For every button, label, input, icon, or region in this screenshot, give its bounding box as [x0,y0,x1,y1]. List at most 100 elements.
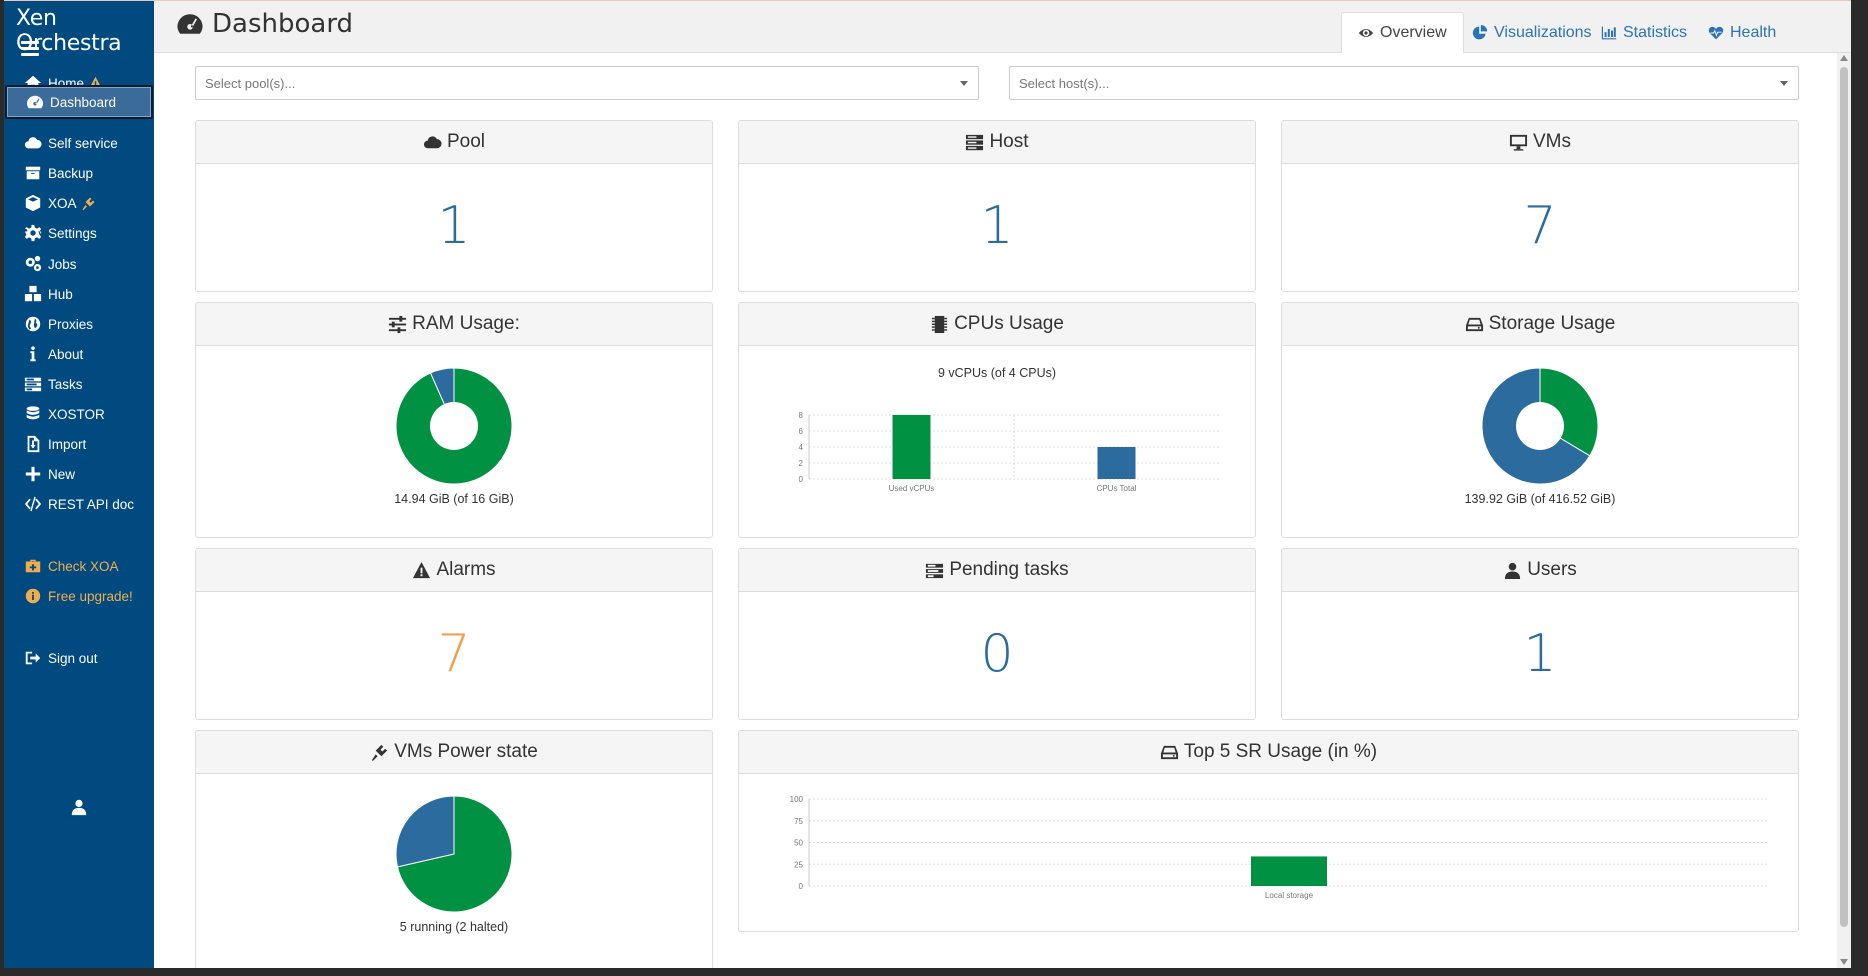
sidebar-item-label: About [48,346,84,362]
microchip-icon [931,315,948,333]
card-pending-tasks: Pending tasks 0 [738,548,1256,720]
tab-label: Visualizations [1494,23,1592,41]
sidebar-item-rest-api-doc[interactable]: REST API doc [5,487,153,521]
card-header: VMs Power state [196,731,712,774]
sr-tick-label: 25 [794,860,803,869]
cpu-tick-label: 0 [799,475,804,484]
code-icon [22,495,44,513]
user-icon[interactable] [70,798,88,816]
gears-icon [22,255,44,273]
plug-unplugged-icon [81,196,96,211]
scroll-up-arrow-icon[interactable] [1840,55,1848,61]
card-header: VMs [1282,121,1798,164]
tab-statistics[interactable]: Statistics [1585,12,1703,53]
tasks-icon [926,563,944,578]
card-alarms: Alarms 7 [195,548,713,720]
card-header: Storage Usage [1282,303,1798,346]
cloud-icon [423,135,442,148]
hamburger-menu-icon[interactable] [21,41,39,57]
card-header: Host [739,121,1255,164]
cpu-category-label: CPUs Total [1097,484,1137,493]
sr-bar[interactable] [1251,856,1327,886]
brand-logo-text[interactable]: Xen Orchestra [16,6,122,56]
cpu-bar[interactable] [1097,447,1136,479]
scroll-down-arrow-icon[interactable] [1840,959,1848,965]
dashboard-icon [177,14,203,34]
card-title: Host [989,131,1029,152]
info-icon [22,345,44,363]
host-count[interactable]: 1 [980,196,1014,256]
sidebar-item-backup[interactable]: Backup [5,156,153,190]
main-content: Dashboard Overview Visualizations Statis… [154,1,1851,968]
sidebar-item-jobs[interactable]: Jobs [5,247,153,281]
cpu-tick-label: 8 [799,411,804,420]
card-header: Pool [196,121,712,164]
cloud-icon [22,134,44,152]
sr-tick-label: 100 [790,795,804,804]
sidebar-item-label: XOSTOR [48,406,105,422]
top-sr-bar-chart[interactable]: 0 25 50 75 100 Local storage [769,787,1779,917]
globe-icon [22,315,44,333]
sidebar-item-label: Check XOA [48,558,119,574]
sidebar-item-new[interactable]: New [5,457,153,491]
power-slice-1[interactable] [395,795,455,868]
sidebar-item-hub[interactable]: Hub [5,277,153,311]
ram-hole [430,402,478,450]
sidebar: Xen Orchestra Home Dashboard Self servic… [4,1,154,968]
sidebar-item-dashboard[interactable]: Dashboard [5,85,153,119]
sign-out-icon [22,649,44,667]
sidebar-item-label: Import [48,436,87,452]
sidebar-item-tasks[interactable]: Tasks [5,367,153,401]
sidebar-item-import[interactable]: Import [5,427,153,461]
sidebar-item-xoa[interactable]: XOA [5,186,153,220]
host-select[interactable]: Select host(s)... [1009,66,1799,100]
sidebar-item-label: Proxies [48,316,94,332]
sidebar-item-sign-out[interactable]: Sign out [5,641,153,675]
plug-icon [372,744,388,761]
power-caption: 5 running (2 halted) [399,920,509,934]
users-count[interactable]: 1 [1523,624,1557,684]
sr-tick-label: 75 [794,817,803,826]
card-header: CPUs Usage [739,303,1255,346]
sidebar-item-label: Sign out [48,650,98,666]
sidebar-item-about[interactable]: About [5,337,153,371]
sidebar-item-xostor[interactable]: XOSTOR [5,397,153,431]
file-import-icon [22,435,44,453]
tab-label: Overview [1380,24,1447,41]
chevron-down-icon [1780,81,1788,86]
tab-visualizations[interactable]: Visualizations [1456,12,1608,53]
database-icon [22,405,44,423]
vertical-scrollbar[interactable] [1837,53,1851,968]
scroll-thumb[interactable] [1840,67,1848,927]
sidebar-item-settings[interactable]: Settings [5,216,153,250]
tab-health[interactable]: Health [1692,12,1792,53]
cpu-bar[interactable] [892,415,931,479]
server-icon [966,134,984,150]
ram-caption: 14.94 GiB (of 16 GiB) [394,492,514,506]
card-header: Users [1282,549,1798,592]
page-title: Dashboard [176,9,353,39]
plus-icon [22,465,44,483]
alarms-count[interactable]: 7 [437,624,471,684]
storage-donut-chart[interactable] [1480,366,1600,486]
card-ram-usage: RAM Usage: 14.94 GiB (of 16 GiB) [195,302,713,538]
eye-icon [1358,29,1374,37]
tab-overview[interactable]: Overview [1341,12,1464,53]
sidebar-item-self-service[interactable]: Self service [5,126,153,160]
pool-select[interactable]: Select pool(s)... [195,66,979,100]
sidebar-item-check-xoa[interactable]: Check XOA [5,549,153,583]
sidebar-item-free-upgrade[interactable]: Free upgrade! [5,579,153,613]
sliders-icon [389,315,407,333]
sr-tick-label: 0 [799,882,804,891]
power-state-pie-chart[interactable] [394,794,514,914]
cubes-icon [22,285,44,303]
sidebar-item-label: New [48,466,76,482]
vms-count[interactable]: 7 [1523,196,1557,256]
sidebar-item-proxies[interactable]: Proxies [5,307,153,341]
card-header: Pending tasks [739,549,1255,592]
pending-tasks-count[interactable]: 0 [980,624,1014,684]
pool-count[interactable]: 1 [437,196,471,256]
power-slice-0[interactable] [396,795,513,913]
ram-donut-chart[interactable] [394,366,514,486]
cpu-bar-chart[interactable]: 0 2 4 6 8 Used vCPUs CPUs Total [769,405,1229,515]
